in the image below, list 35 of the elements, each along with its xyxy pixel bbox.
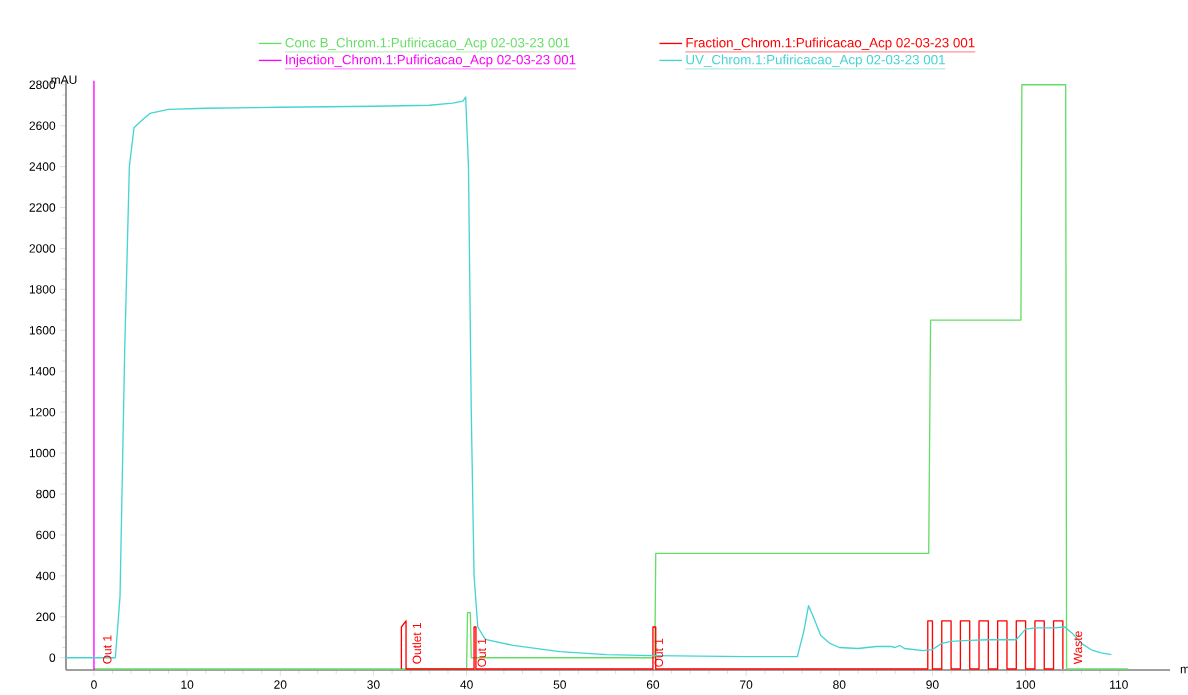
legend-label: Fraction_Chrom.1:Pufiricacao_Acp 02-03-23 001 [686,37,975,51]
y-tick-label: 400 [35,571,56,581]
annotation: Out 1 [103,635,112,664]
y-tick-label: 1400 [29,366,56,376]
annotation: Out 1 [477,638,487,667]
x-tick-label: 90 [926,680,939,689]
x-tick-label: 60 [646,680,660,689]
x-tick-label: 70 [740,680,753,689]
annotation: Outlet 1 [412,622,422,664]
x-tick-label: 110 [1110,680,1128,689]
annotation: Waste [1073,631,1083,665]
y-tick-label: 2600 [29,121,56,130]
annotation: Out 1 [654,638,664,667]
y-tick-label: 2000 [29,244,56,253]
y-tick-label: 1000 [29,448,56,458]
x-tick-label: 10 [181,680,194,689]
legend-label: UV_Chrom.1:Pufiricacao_Acp 02-03-23 001 [686,54,945,68]
x-tick-label: 0 [91,680,97,689]
y-tick-label: 2400 [29,162,56,171]
x-tick-label: 50 [553,680,566,689]
x-tick-label: 40 [460,680,473,689]
y-tick-label: 2200 [29,203,56,212]
x-tick-label: 80 [833,680,846,689]
y-tick-label: 200 [36,612,56,622]
y-tick-label: 1600 [29,326,56,335]
y-tick-label: 800 [36,489,56,499]
legend-label: Injection_Chrom.1:Pufiricacao_Acp 02-03-23 001 [286,54,576,68]
x-tick-label: 30 [367,680,380,689]
x-tick-label: 20 [274,680,287,689]
y-tick-label: 1800 [29,285,56,294]
y-tick-label: 0 [49,653,56,662]
legend-label: Conc B_Chrom.1:Pufiricacao_Acp 02-03-23 001 [285,37,570,51]
y-tick-label: 1200 [29,407,56,417]
x-tick-label: 100 [1016,680,1036,689]
y-tick-label: 600 [36,530,56,540]
